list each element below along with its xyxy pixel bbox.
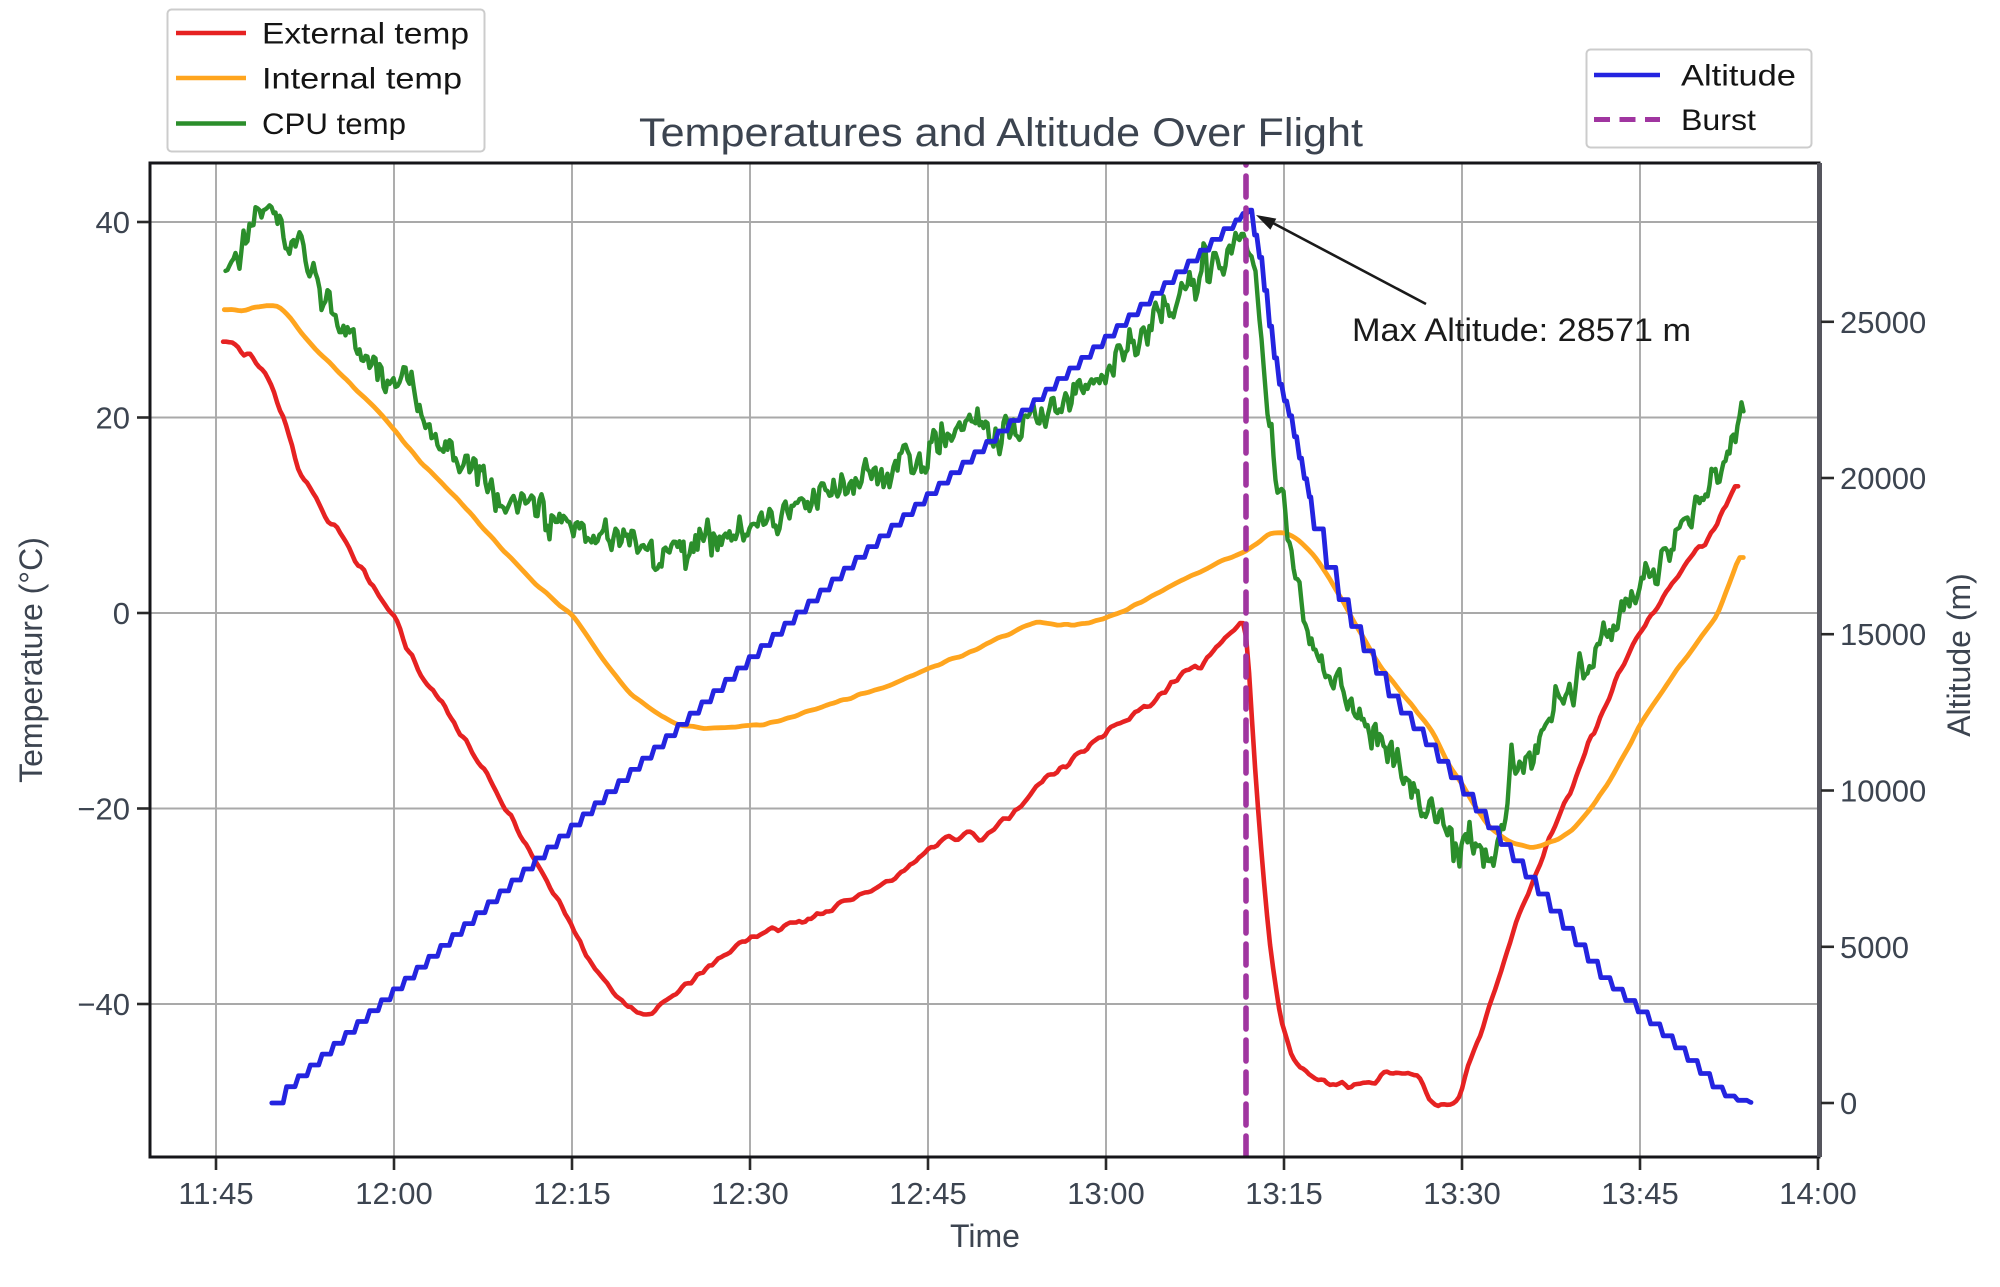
svg-text:12:45: 12:45 bbox=[889, 1176, 967, 1211]
svg-text:13:30: 13:30 bbox=[1423, 1176, 1501, 1211]
svg-text:CPU temp: CPU temp bbox=[262, 108, 406, 141]
svg-text:0: 0 bbox=[1840, 1086, 1857, 1121]
svg-text:Time: Time bbox=[950, 1218, 1020, 1254]
svg-text:Altitude (m): Altitude (m) bbox=[1941, 573, 1977, 737]
svg-text:20000: 20000 bbox=[1840, 461, 1926, 496]
svg-text:5000: 5000 bbox=[1840, 930, 1909, 965]
svg-text:25000: 25000 bbox=[1840, 305, 1926, 340]
svg-text:Burst: Burst bbox=[1681, 104, 1757, 137]
svg-text:14:00: 14:00 bbox=[1779, 1176, 1857, 1211]
svg-text:Internal temp: Internal temp bbox=[262, 63, 462, 96]
svg-text:10000: 10000 bbox=[1840, 774, 1926, 809]
svg-text:Temperature (°C): Temperature (°C) bbox=[13, 537, 49, 783]
svg-text:13:15: 13:15 bbox=[1245, 1176, 1323, 1211]
svg-text:Altitude: Altitude bbox=[1681, 60, 1796, 93]
svg-text:External temp: External temp bbox=[262, 18, 469, 51]
svg-text:−20: −20 bbox=[77, 792, 130, 827]
svg-text:13:45: 13:45 bbox=[1601, 1176, 1679, 1211]
svg-text:20: 20 bbox=[96, 401, 130, 436]
svg-text:Max Altitude: 28571 m: Max Altitude: 28571 m bbox=[1352, 312, 1691, 348]
svg-text:12:15: 12:15 bbox=[533, 1176, 611, 1211]
svg-text:12:30: 12:30 bbox=[711, 1176, 789, 1211]
svg-text:13:00: 13:00 bbox=[1067, 1176, 1145, 1211]
svg-text:12:00: 12:00 bbox=[355, 1176, 433, 1211]
svg-text:Temperatures and Altitude Over: Temperatures and Altitude Over Flight bbox=[639, 111, 1363, 155]
svg-text:11:45: 11:45 bbox=[178, 1176, 253, 1211]
svg-text:−40: −40 bbox=[77, 987, 130, 1022]
svg-text:15000: 15000 bbox=[1840, 617, 1926, 652]
svg-text:40: 40 bbox=[96, 205, 130, 240]
svg-text:0: 0 bbox=[113, 596, 130, 631]
